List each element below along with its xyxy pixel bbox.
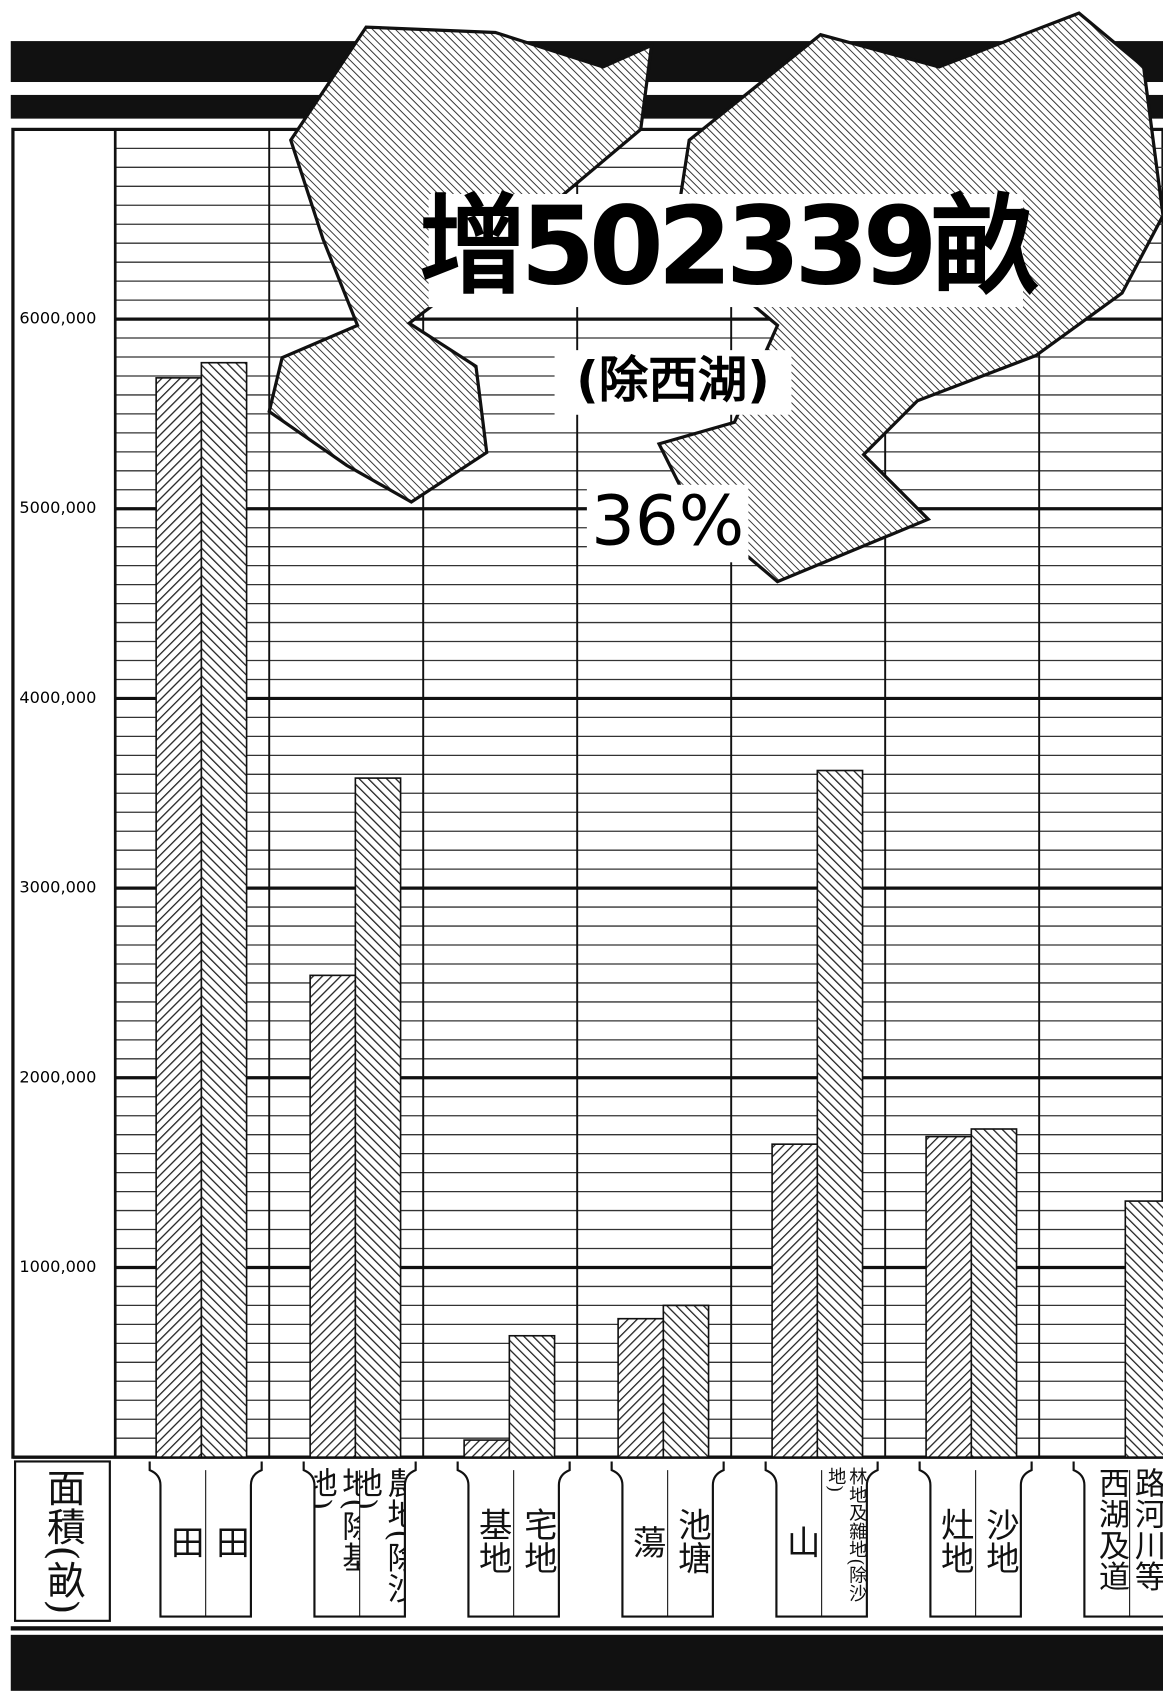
y-tick-label: 5000,000	[19, 498, 96, 517]
bar	[925, 1135, 973, 1458]
y-tick-label: 1000,000	[19, 1257, 96, 1276]
label-box	[1072, 1461, 1163, 1618]
category-label: 山	[780, 1524, 820, 1558]
title-bg	[428, 194, 1024, 308]
bar	[771, 1143, 819, 1458]
category-label: 田	[164, 1524, 204, 1558]
category-label: 沙地	[979, 1507, 1019, 1575]
bar	[309, 974, 357, 1458]
category-label: 林地及雜地(除沙地)	[823, 1466, 867, 1603]
category-label: 路河川等西湖及道	[1094, 1466, 1163, 1592]
y-axis-label: 面積(畝)	[40, 1467, 85, 1615]
bar	[200, 361, 248, 1458]
bar	[617, 1317, 665, 1458]
category-label: 基地	[472, 1507, 512, 1575]
category-label: 田	[209, 1524, 249, 1558]
category-label: 池塘	[671, 1507, 711, 1575]
category-label: 地(除基地)	[314, 1466, 360, 1573]
bar	[463, 1439, 511, 1458]
y-tick-label: 6000,000	[19, 309, 96, 328]
category-label: 地(除基地)	[314, 1466, 360, 1573]
y-tick-label: 2000,000	[19, 1067, 96, 1086]
y-tick-label: 4000,000	[19, 688, 96, 707]
bar	[354, 777, 402, 1458]
category-label: 田	[209, 1524, 249, 1558]
category-label: 蕩	[626, 1524, 666, 1558]
category-label: 池塘	[671, 1507, 711, 1575]
bar	[155, 377, 203, 1458]
bar	[1124, 1200, 1163, 1458]
category-label: 基地	[472, 1507, 512, 1575]
category-label: 宅地	[517, 1507, 557, 1575]
category-label: 山	[780, 1524, 820, 1558]
annotation-bg	[586, 484, 749, 563]
bar	[662, 1304, 710, 1458]
category-label: 田	[164, 1524, 204, 1558]
chart-title: 增502339畝	[419, 185, 1039, 310]
bar	[816, 769, 864, 1458]
bottom-line	[10, 1626, 1163, 1631]
y-tick-label: 3000,000	[19, 878, 96, 897]
category-label: 宅地	[517, 1507, 557, 1575]
category-label: 灶地	[934, 1507, 974, 1575]
y-axis-label: 面積(畝)	[40, 1467, 85, 1615]
category-label: 農地(除沙地)	[359, 1466, 405, 1604]
annotation: 36%	[591, 482, 744, 562]
bar	[508, 1334, 556, 1458]
axis-title-box	[13, 1460, 111, 1622]
category-label: 農地(除沙地)	[359, 1466, 405, 1604]
category-label: 灶地	[934, 1507, 974, 1575]
category-label: 林地及雜地(除沙地)	[823, 1466, 867, 1603]
category-label: 蕩	[626, 1524, 666, 1558]
category-label: 沙地	[979, 1507, 1019, 1575]
subtitle: (除西湖)	[576, 351, 770, 409]
bottom-band	[10, 1634, 1163, 1691]
bar	[970, 1128, 1018, 1458]
subtitle-bg	[554, 350, 792, 415]
category-label: 路河川等西湖及道	[1094, 1466, 1163, 1592]
